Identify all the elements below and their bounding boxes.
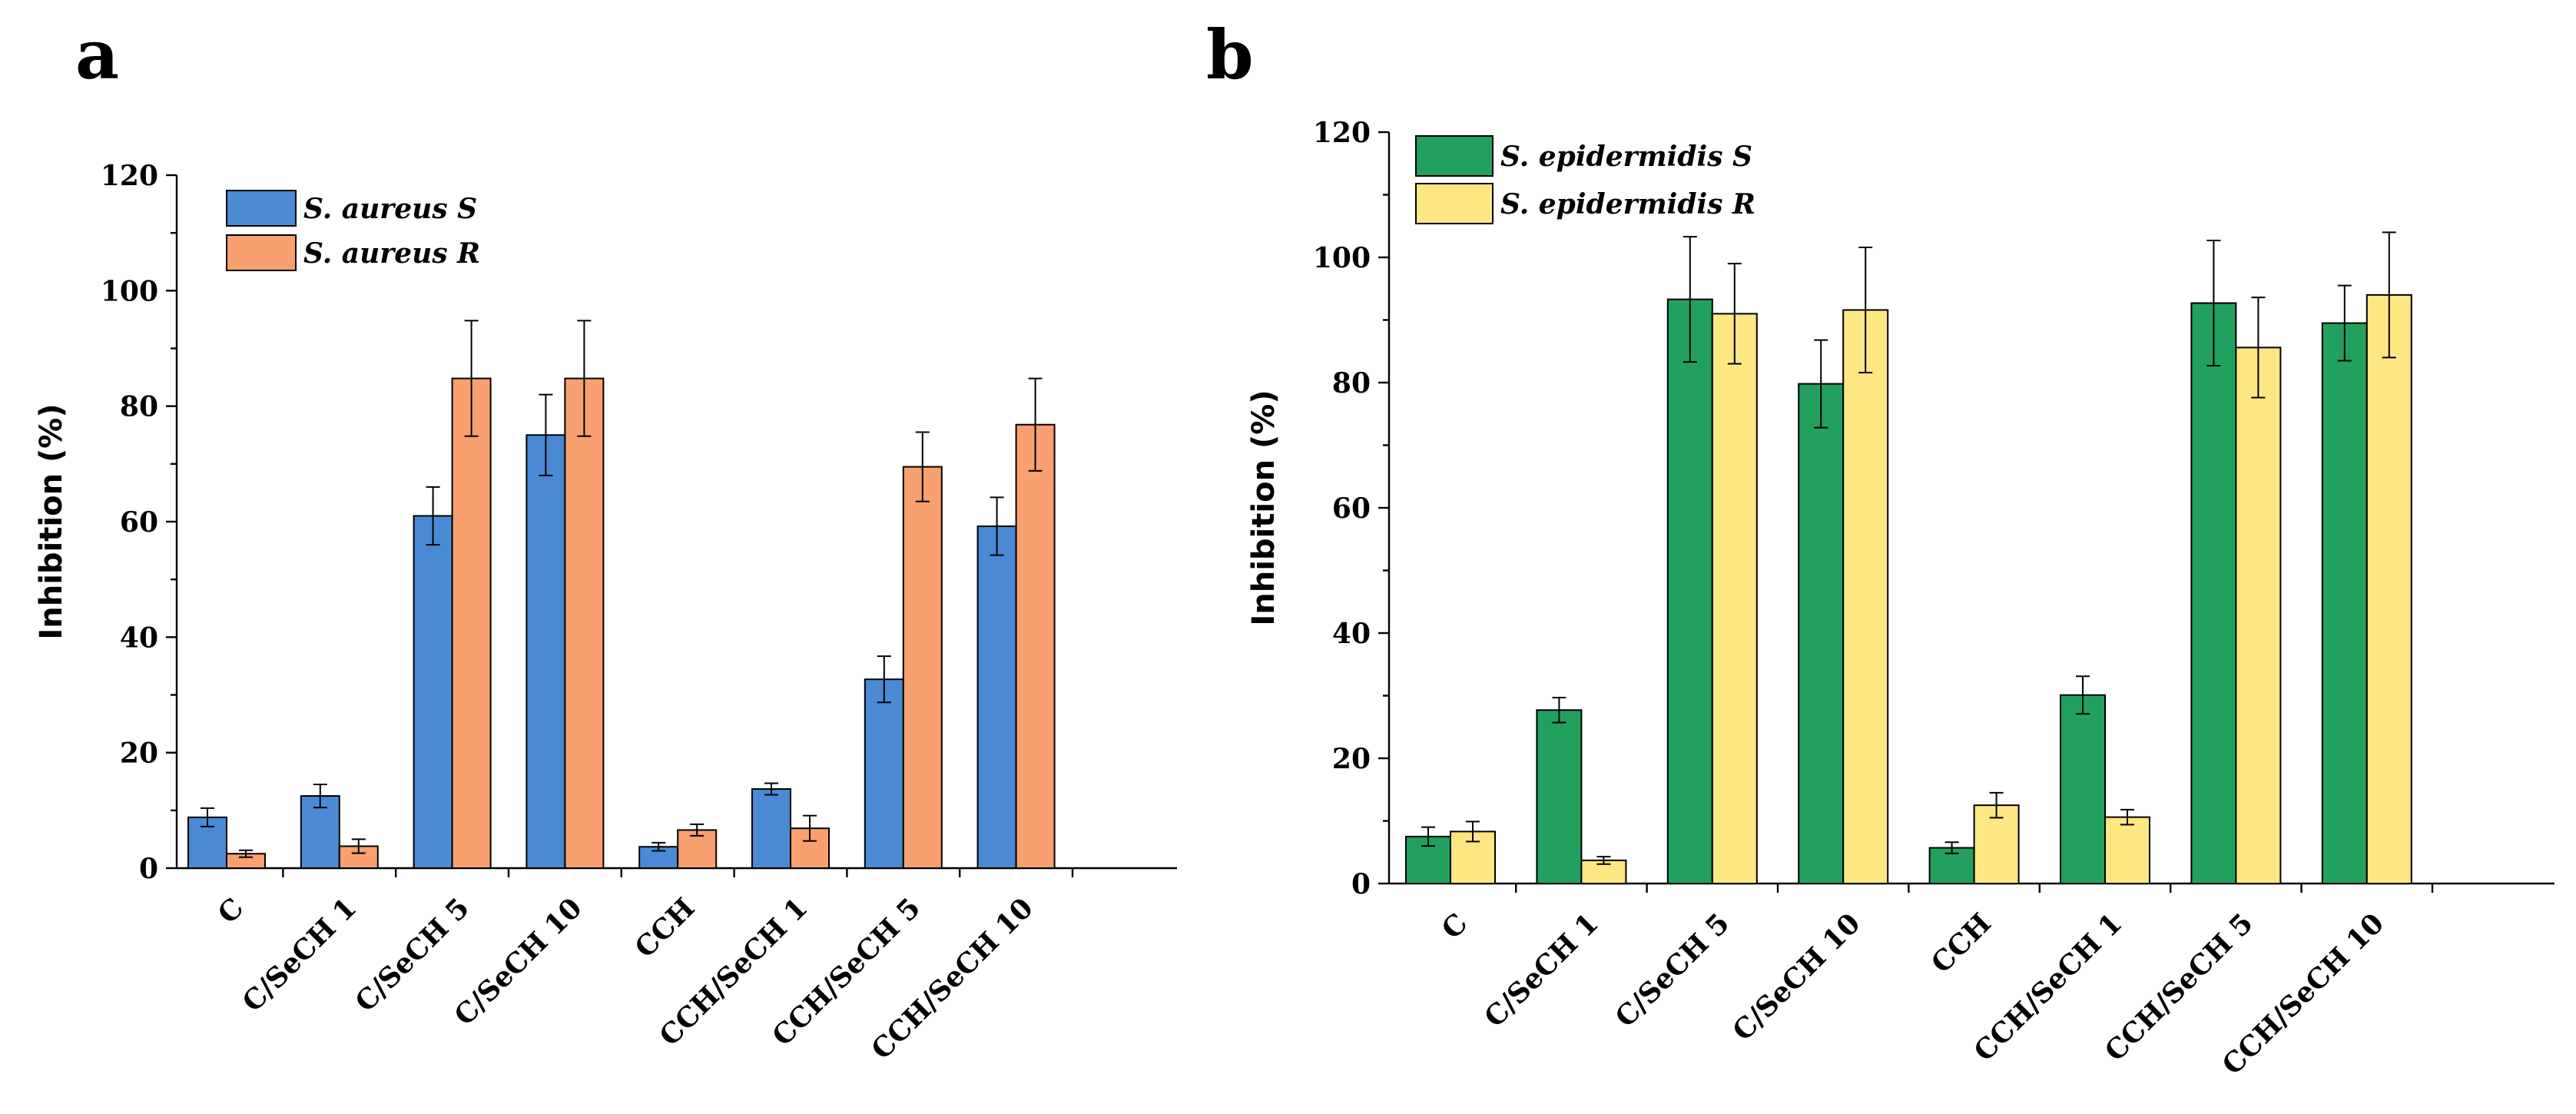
bar-s-5 <box>751 788 791 869</box>
x-category-label: C/SeCH 5 <box>349 892 476 1019</box>
y-tick-label: 100 <box>1313 242 1371 274</box>
bar-s-7 <box>976 526 1017 869</box>
y-tick-label: 120 <box>101 160 158 192</box>
legend-label: S. aureus S <box>303 193 477 225</box>
x-category-label: CCH <box>628 892 701 964</box>
x-category-label: CCH <box>1925 907 1997 980</box>
bar-r-7 <box>2365 293 2412 884</box>
bar-r-3 <box>564 377 605 869</box>
bar-r-7 <box>1015 423 1056 869</box>
legend-swatch <box>1415 135 1494 177</box>
bar-r-6 <box>902 466 943 869</box>
bar-s-2 <box>413 515 453 869</box>
y-tick-label: 60 <box>120 506 158 539</box>
y-tick-label: 0 <box>1351 868 1371 900</box>
bar-s-3 <box>525 434 566 869</box>
x-category-label: C <box>211 892 250 930</box>
bar-s-5 <box>2060 694 2106 884</box>
y-axis-title: Inhibition (%) <box>34 403 69 639</box>
y-tick-label: 20 <box>1332 743 1371 775</box>
x-category-label: C/SeCH 1 <box>236 892 363 1019</box>
bar-r-2 <box>451 377 492 869</box>
y-tick-label: 40 <box>1332 618 1371 650</box>
bar-r-2 <box>1711 313 1758 885</box>
legend-swatch <box>226 190 297 227</box>
legend-swatch <box>1415 183 1494 224</box>
y-tick-label: 60 <box>1332 492 1371 525</box>
x-category-label: C <box>1435 907 1474 946</box>
y-tick-label: 120 <box>1313 117 1371 149</box>
x-category-label: C/SeCH 1 <box>1478 907 1605 1034</box>
x-category-label: C/SeCH 5 <box>1609 907 1736 1034</box>
panel-label-a: a <box>75 15 119 94</box>
bar-s-3 <box>1798 383 1845 884</box>
y-tick-label: 0 <box>139 853 158 885</box>
bar-r-6 <box>2235 346 2282 884</box>
legend-label: S. aureus R <box>303 237 480 270</box>
bar-s-6 <box>864 678 904 870</box>
y-tick-label: 80 <box>1332 367 1371 400</box>
panel-label-b: b <box>1206 15 1254 94</box>
y-tick-label: 20 <box>120 738 158 770</box>
bar-s-6 <box>2190 302 2237 884</box>
x-category-label: C/SeCH 10 <box>1726 907 1866 1047</box>
bar-s-2 <box>1666 298 1713 885</box>
legend-label: S. epidermidis R <box>1500 188 1755 220</box>
y-tick-label: 40 <box>120 622 158 654</box>
y-tick-label: 80 <box>120 391 158 423</box>
legend-swatch <box>226 234 297 271</box>
bar-r-3 <box>1842 309 1889 884</box>
legend-label: S. epidermidis S <box>1500 141 1752 173</box>
bar-s-1 <box>1536 709 1583 884</box>
chart-panel-a: 0 20 40 60 80 100 120 Inhibition (%) CC/SeCH 1C/… <box>34 160 1177 1066</box>
y-axis-title: Inhibition (%) <box>1246 390 1281 625</box>
y-tick-label: 100 <box>101 275 158 307</box>
bar-s-7 <box>2321 322 2368 884</box>
bar-r-5 <box>2104 816 2150 884</box>
